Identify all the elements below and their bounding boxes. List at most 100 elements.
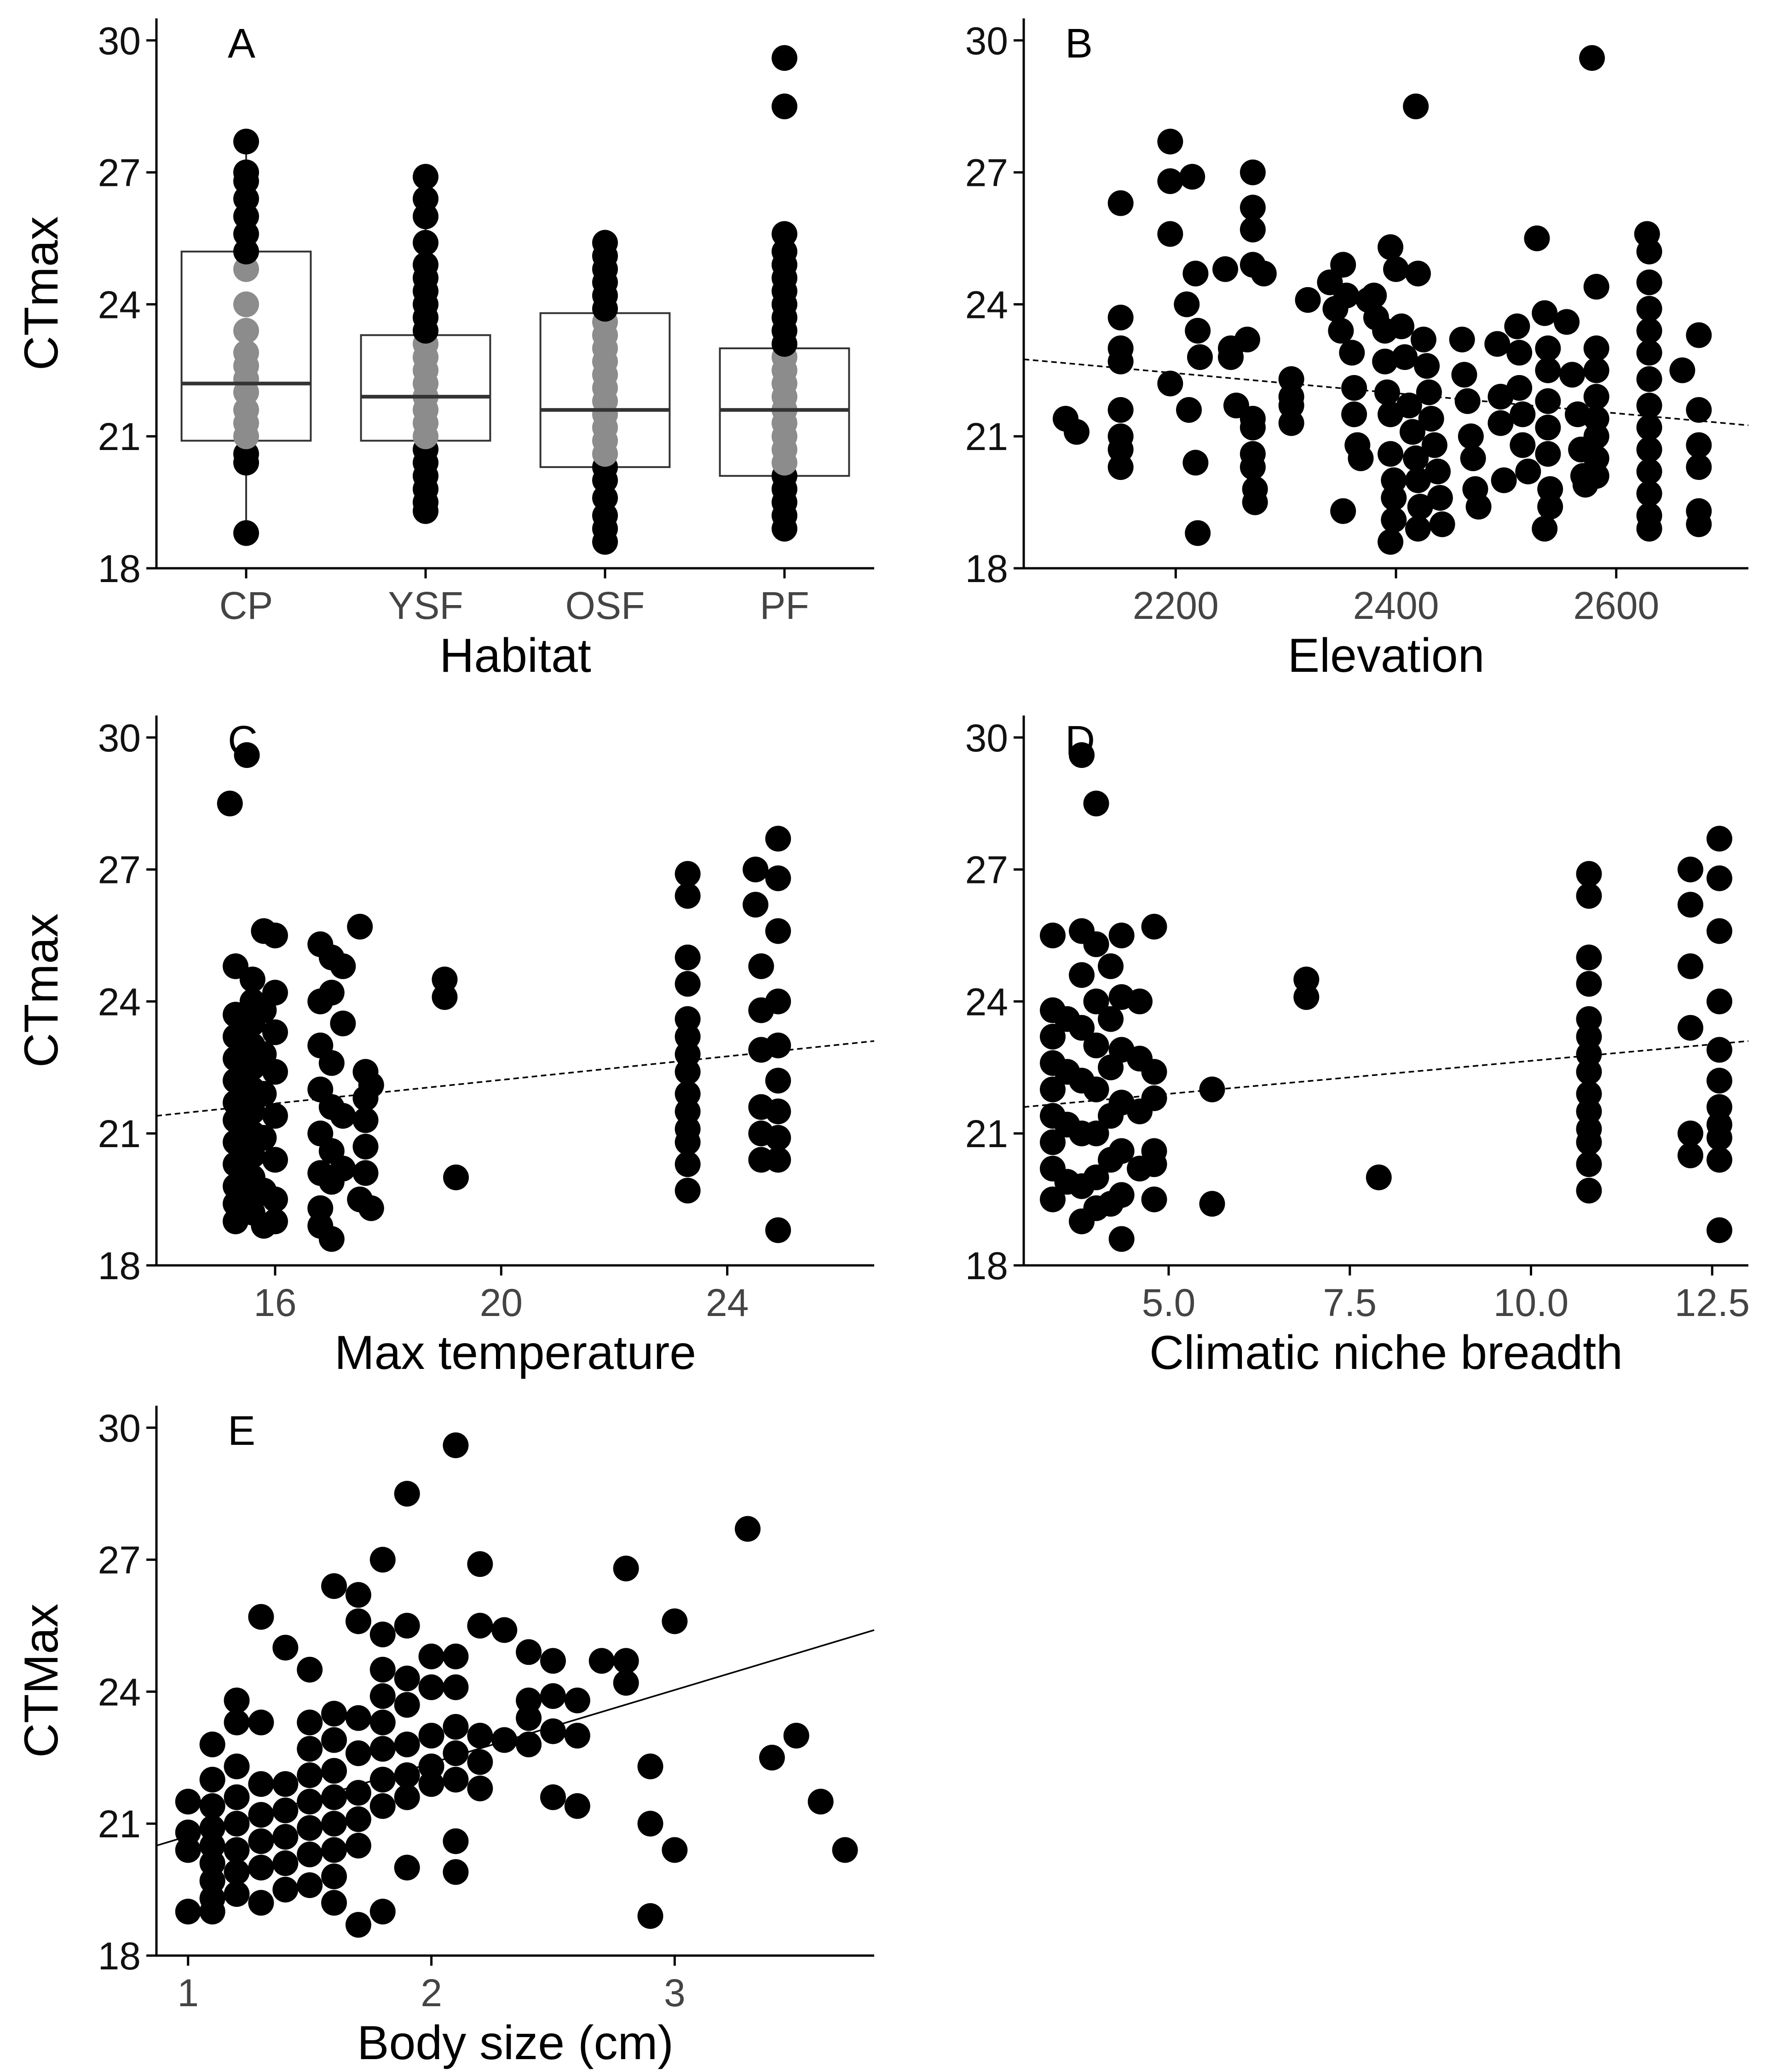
data-point bbox=[1330, 498, 1356, 524]
data-point bbox=[564, 1723, 590, 1749]
data-point bbox=[1678, 856, 1703, 883]
data-point bbox=[772, 93, 797, 120]
y-tick-label-b: 21 bbox=[965, 415, 1008, 458]
data-point bbox=[1405, 515, 1431, 542]
data-point bbox=[1410, 326, 1436, 352]
y-tick-label-c: 30 bbox=[98, 716, 141, 760]
data-point bbox=[1212, 256, 1239, 282]
data-point bbox=[1678, 953, 1703, 979]
data-point bbox=[233, 317, 259, 344]
data-point bbox=[1535, 357, 1561, 383]
data-point bbox=[1707, 1037, 1732, 1063]
data-point bbox=[1707, 1068, 1732, 1094]
data-point bbox=[1040, 1076, 1066, 1102]
data-point bbox=[321, 1758, 347, 1784]
data-point bbox=[675, 971, 701, 997]
data-point bbox=[675, 1151, 701, 1177]
data-point bbox=[1488, 410, 1514, 436]
x-tick-label-d: 7.5 bbox=[1323, 1281, 1377, 1324]
data-point bbox=[418, 1643, 444, 1669]
data-point bbox=[224, 1859, 250, 1885]
data-point bbox=[330, 1155, 356, 1182]
data-point bbox=[262, 1208, 288, 1235]
data-point bbox=[1636, 415, 1662, 441]
data-point bbox=[248, 1854, 274, 1881]
data-point bbox=[1251, 260, 1277, 287]
data-point bbox=[321, 1701, 347, 1727]
data-point bbox=[1678, 892, 1703, 918]
x-tick-label-b: 2200 bbox=[1133, 584, 1219, 627]
data-point bbox=[1636, 238, 1662, 265]
data-point bbox=[1040, 1186, 1066, 1212]
y-tick-label-e: 27 bbox=[98, 1539, 141, 1582]
data-point bbox=[262, 1186, 288, 1212]
data-point bbox=[1083, 1033, 1109, 1058]
data-point bbox=[1381, 507, 1407, 533]
data-point bbox=[743, 892, 769, 918]
data-point bbox=[1240, 195, 1266, 221]
data-point bbox=[432, 984, 458, 1010]
data-point bbox=[1535, 441, 1561, 467]
data-point bbox=[765, 825, 791, 852]
data-point bbox=[175, 1899, 201, 1925]
data-point bbox=[1157, 168, 1183, 194]
x-axis-title-b: Elevation bbox=[1288, 629, 1485, 682]
data-point bbox=[413, 230, 438, 256]
data-point bbox=[1425, 458, 1451, 485]
data-point bbox=[1185, 317, 1211, 344]
data-point bbox=[1678, 1143, 1703, 1168]
y-tick-label-d: 30 bbox=[965, 716, 1008, 760]
data-point bbox=[1040, 1023, 1066, 1050]
data-point bbox=[345, 1806, 371, 1832]
data-point bbox=[1576, 1151, 1602, 1177]
data-point bbox=[297, 1656, 323, 1683]
data-point bbox=[1185, 520, 1211, 546]
x-tick-label-b: 2400 bbox=[1353, 584, 1439, 627]
data-point bbox=[1576, 1177, 1602, 1204]
y-tick-label-c: 24 bbox=[98, 980, 141, 1023]
data-point bbox=[1403, 445, 1429, 471]
data-point bbox=[1506, 340, 1533, 366]
y-tick-label-b: 24 bbox=[965, 283, 1008, 326]
data-point bbox=[347, 913, 373, 940]
data-point bbox=[1392, 344, 1418, 370]
data-point bbox=[1141, 1151, 1167, 1177]
data-point bbox=[1504, 313, 1530, 340]
data-point bbox=[1484, 331, 1511, 357]
data-point bbox=[352, 1133, 379, 1160]
x-tick-label-a: PF bbox=[760, 584, 809, 627]
data-point bbox=[1465, 494, 1492, 520]
data-point bbox=[1339, 340, 1365, 366]
data-point bbox=[1366, 1164, 1392, 1190]
data-point bbox=[637, 1811, 663, 1837]
data-point bbox=[1107, 190, 1134, 216]
y-tick-label-c: 21 bbox=[98, 1112, 141, 1155]
data-point bbox=[1083, 1076, 1109, 1102]
data-point bbox=[199, 1793, 225, 1819]
data-point bbox=[1141, 1059, 1167, 1085]
panel-d: 18 21 24 27 30 5.0 7.5 10.0 12.5 Climatic niche b… bbox=[965, 716, 1750, 1379]
data-point bbox=[1686, 511, 1712, 537]
data-point bbox=[248, 1890, 274, 1916]
data-point bbox=[233, 291, 259, 317]
data-point bbox=[1636, 392, 1662, 419]
data-point bbox=[443, 1674, 469, 1700]
data-point bbox=[413, 164, 438, 190]
data-point bbox=[1040, 1129, 1066, 1155]
data-point bbox=[1176, 397, 1202, 423]
data-point bbox=[564, 1687, 590, 1714]
data-point bbox=[262, 1019, 288, 1045]
data-point bbox=[467, 1551, 493, 1577]
data-point bbox=[369, 1736, 396, 1762]
data-point bbox=[224, 1709, 250, 1736]
data-point bbox=[352, 1107, 379, 1133]
data-point bbox=[217, 791, 243, 817]
data-point bbox=[1341, 375, 1367, 401]
y-tick-label-a: 18 bbox=[98, 547, 141, 590]
x-tick-label-d: 12.5 bbox=[1675, 1281, 1750, 1324]
data-point bbox=[592, 230, 618, 256]
data-point bbox=[1491, 467, 1517, 493]
data-point bbox=[443, 1828, 469, 1854]
data-point bbox=[1107, 397, 1134, 423]
